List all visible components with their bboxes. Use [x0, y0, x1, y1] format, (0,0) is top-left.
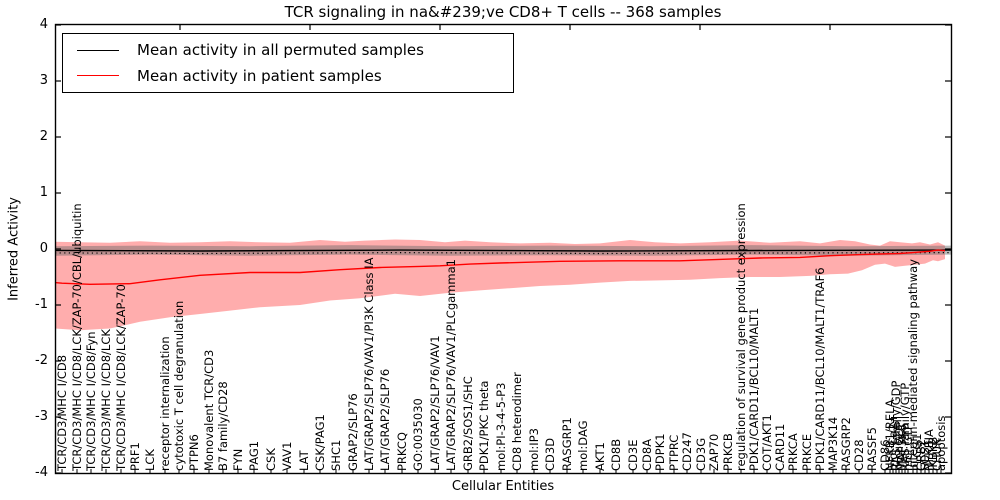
x-tick-label: CSK [264, 448, 278, 471]
x-tick-label: mol:IP3 [527, 428, 541, 471]
legend-row-patient: Mean activity in patient samples [63, 67, 513, 85]
x-tick-label: PRKCE [800, 433, 814, 471]
x-tick-label: CARD11 [773, 423, 787, 471]
x-tick-label: mol:DAG [576, 420, 590, 471]
y-tick-label: 2 [39, 129, 48, 144]
x-tick-label: TCR/CD3/MHC I/CD8/LCK [99, 329, 113, 471]
x-tick-label: PRKCQ [395, 432, 409, 471]
x-tick-label: COT/AKT1 [760, 414, 774, 471]
x-tick-label: PDK1/CARD11/BCL10/MALT1 [747, 307, 761, 471]
x-tick-label: LAT/GRAP2/SLP76/VAV1/PI3K Class IA [362, 257, 376, 471]
x-tick-label: GRB2/SOS1/SHC [461, 376, 475, 471]
x-tick-label: PTPRC [667, 434, 681, 471]
x-tick-label: PDPK1 [653, 433, 667, 471]
x-tick-label: PRKCB [721, 433, 735, 471]
x-tick-label: CD247 [680, 432, 694, 471]
x-axis-label: Cellular Entities [451, 479, 555, 494]
x-tick-label: CD8B [609, 438, 623, 471]
x-tick-label: CD28 [852, 439, 866, 471]
x-tick-label: GRAP2/SLP76 [346, 393, 360, 471]
x-tick-label: TCR/CD3/MHC I/CD8/Fyn [84, 331, 98, 471]
x-tick-label: mol:PI-3-4-5-P3 [494, 382, 508, 471]
x-tick-label: TCR/CD3/MHC I/CD8/LCK/ZAP-70/CBL/ubiquit… [70, 203, 84, 471]
x-tick-label: RASGRP1 [560, 417, 574, 471]
patient-band [55, 239, 945, 331]
x-tick-label: PAG1 [247, 440, 261, 471]
x-tick-label: LAT/GRAP2/SLP76/VAV1/PLCgamma1 [444, 259, 458, 471]
x-tick-label: CD3E [626, 439, 640, 471]
x-tick-label: CD8A [640, 438, 654, 471]
x-tick-label: CD3D [543, 437, 557, 471]
permuted-mean-line [54, 249, 952, 252]
chart-title: TCR signaling in na&#239;ve CD8+ T cells… [284, 3, 722, 21]
y-tick-label: -3 [35, 409, 48, 424]
y-tick-label: 0 [39, 241, 48, 256]
x-tick-label: cytotoxic T cell degranulation [172, 300, 186, 471]
x-tick-label: MAP3K14 [826, 416, 840, 471]
legend-box: Mean activity in all permuted samples Me… [62, 33, 514, 93]
x-tick-label: VAV1 [280, 441, 294, 471]
patient-line-swatch [77, 75, 119, 77]
patient-mean-line [54, 249, 946, 286]
x-tick-label: SHC1 [329, 439, 343, 471]
x-tick-label: CD8 heterodimer [510, 372, 524, 471]
x-tick-label: PDK1/PKC theta [477, 380, 491, 471]
y-tick-label: -4 [35, 465, 48, 480]
y-tick-label: 1 [39, 185, 48, 200]
x-tick-label: ZAP70 [707, 433, 721, 471]
x-tick-label: CSK/PAG1 [313, 414, 327, 471]
y-tick-label: -1 [35, 297, 48, 312]
x-tick-label: regulation of survival gene product expr… [734, 203, 748, 471]
x-tick-label: PRKCA [786, 433, 800, 471]
permuted-line-swatch [77, 49, 119, 51]
x-tick-label: FYN [231, 448, 245, 471]
x-tick-label: RASGRP2 [839, 417, 853, 471]
x-tick-label: B7 family/CD28 [216, 381, 230, 471]
legend-label-permuted: Mean activity in all permuted samples [137, 41, 424, 60]
x-tick-label: LCK [143, 449, 157, 471]
x-tick-label: AKT1 [593, 442, 607, 471]
x-tick-label: LAT [297, 450, 311, 471]
x-tick-label: TCR/CD3/MHC I/CD8 [55, 354, 69, 471]
y-tick-label: 4 [39, 17, 48, 32]
x-tick-label: receptor internalization [158, 336, 172, 471]
x-tick-label: TCR/CD3/MHC I/CD8/LCK/ZAP-70 [114, 284, 128, 471]
x-tick-label: apoptosis [934, 415, 948, 471]
x-tick-label: Monovalent TCR/CD3 [202, 349, 216, 471]
y-tick-label: 3 [39, 73, 48, 88]
x-tick-label: CD3G [694, 437, 708, 471]
legend-label-patient: Mean activity in patient samples [137, 66, 382, 85]
x-tick-label: LAT/GRAP2/SLP76/VAV1 [428, 335, 442, 471]
x-tick-label: LAT/GRAP2/SLP76 [378, 368, 392, 471]
x-tick-label: PDK1/CARD11/BCL10/MALT1/TRAF6 [813, 267, 827, 471]
legend-row-permuted: Mean activity in all permuted samples [63, 41, 513, 59]
x-tick-label: PTPN6 [187, 434, 201, 471]
y-tick-label: -2 [35, 353, 48, 368]
x-tick-label: GO:0035030 [411, 398, 425, 471]
x-tick-label: PRF1 [128, 442, 142, 471]
x-tick-label: RASSF5 [865, 427, 879, 471]
